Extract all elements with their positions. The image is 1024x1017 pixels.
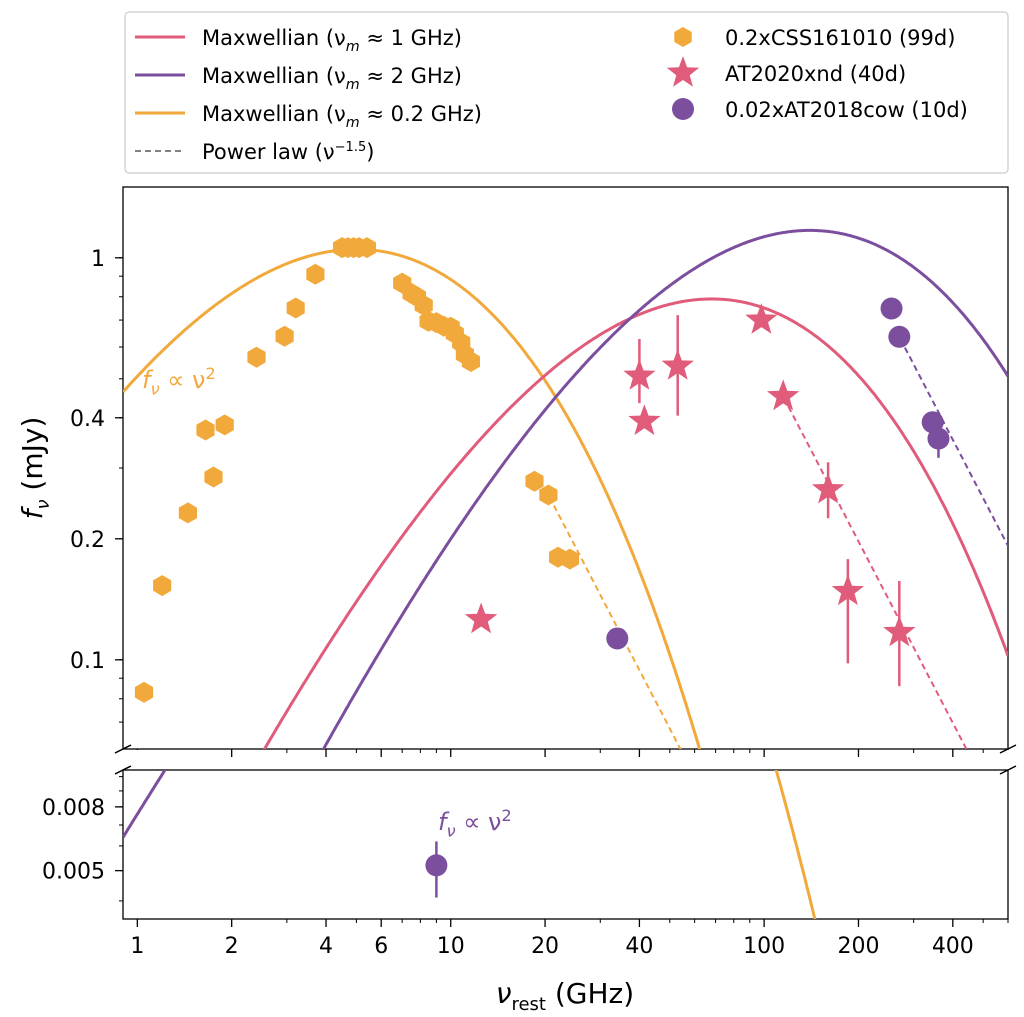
data-point-hexagon — [178, 502, 197, 524]
curve-pl_purple — [899, 338, 1008, 547]
y-tick-label: 0.1 — [70, 649, 105, 674]
curve-maxwell_02-lower — [774, 770, 817, 919]
axis-break-marks — [110, 744, 1024, 775]
curve-maxwell_2-lower — [123, 770, 167, 839]
data-point-circle — [425, 854, 448, 877]
y-tick-label: 0.005 — [42, 860, 105, 885]
data-point-hexagon — [539, 484, 558, 506]
data-point-hexagon — [204, 466, 223, 488]
legend-label: AT2020xnd (40d) — [725, 62, 906, 86]
series-at2018cow_top — [606, 297, 950, 650]
data-point-star — [811, 472, 845, 504]
data-point-hexagon — [306, 263, 325, 285]
y-axis-label: fν (mJy) — [16, 417, 54, 520]
legend-marker-circle — [672, 98, 694, 120]
series-at2020xnd — [464, 303, 916, 687]
axis-break-mark — [114, 765, 132, 775]
x-tick-label: 10 — [437, 934, 465, 959]
data-point-hexagon — [560, 548, 579, 570]
data-point-circle — [888, 325, 911, 348]
data-point-hexagon — [247, 346, 266, 368]
legend-item-maxwell_1: Maxwellian (νm ≈ 1 GHz) — [135, 26, 462, 55]
x-tick-label: 100 — [743, 934, 785, 959]
legend-label: Maxwellian (νm ≈ 0.2 GHz) — [202, 102, 482, 131]
axis-break-mark — [999, 744, 1017, 754]
data-point-hexagon — [525, 470, 544, 492]
top-panel: 1 0.4 0.2 0.1 — [70, 186, 1009, 757]
svg-text:νrest (GHz): νrest (GHz) — [496, 977, 634, 1015]
curve-maxwell_1-lower — [123, 730, 1008, 736]
x-tick-label: 4 — [319, 934, 333, 959]
legend-item-at2020xnd: AT2020xnd (40d) — [666, 56, 906, 87]
data-point-hexagon — [357, 237, 376, 259]
data-point-circle — [880, 297, 903, 320]
legend-item-power_law: Power law (ν−1.5) — [135, 140, 374, 164]
svg-text:fν (mJy): fν (mJy) — [16, 417, 54, 520]
legend-label: Power law (ν−1.5) — [202, 140, 374, 164]
data-point-hexagon — [461, 351, 480, 372]
x-tick-label: 20 — [531, 934, 559, 959]
legend-label: 0.2xCSS161010 (99d) — [725, 26, 955, 50]
data-point-hexagon — [215, 414, 234, 436]
x-tick-label: 6 — [374, 934, 388, 959]
legend-label: Maxwellian (νm ≈ 2 GHz) — [202, 64, 462, 93]
annotation-slope-purple: fν ∝ ν2 — [438, 806, 512, 841]
legend-label: 0.02xAT2018cow (10d) — [725, 98, 968, 122]
data-point-star — [628, 404, 661, 436]
data-point-hexagon — [134, 681, 154, 703]
data-point-hexagon — [414, 294, 433, 316]
legend-frame — [124, 11, 1009, 174]
data-point-hexagon — [286, 297, 305, 319]
legend-item-css: 0.2xCSS161010 (99d) — [674, 26, 955, 50]
curve-maxwell_1 — [262, 297, 1008, 749]
curve-pl_pink — [782, 397, 968, 749]
data-point-star — [464, 602, 498, 634]
y-tick-label: 0.2 — [70, 528, 105, 553]
legend-item-maxwell_2: Maxwellian (νm ≈ 2 GHz) — [135, 64, 462, 93]
data-point-star — [831, 574, 864, 606]
axis-break-mark — [999, 765, 1017, 775]
data-point-star — [745, 303, 778, 334]
legend-marker-star — [666, 56, 700, 87]
x-tick-label: 40 — [625, 934, 653, 959]
data-point-hexagon — [153, 575, 172, 597]
series-css — [134, 237, 579, 703]
curve-maxwell_02 — [123, 247, 702, 749]
data-point-hexagon — [196, 419, 215, 441]
x-tick-label: 2 — [225, 934, 239, 959]
top-panel-frame — [122, 186, 1009, 750]
curve-maxwell_2 — [321, 228, 1008, 749]
data-point-star — [883, 615, 916, 647]
series-at2018cow_bottom — [425, 841, 448, 898]
legend: Maxwellian (νm ≈ 1 GHz) Maxwellian (νm ≈ … — [124, 11, 1009, 174]
x-tick-label: 400 — [932, 934, 974, 959]
data-point-star — [661, 349, 694, 380]
data-point-hexagon — [275, 325, 294, 347]
y-tick-label: 1 — [91, 247, 105, 272]
legend-label: Maxwellian (νm ≈ 1 GHz) — [202, 26, 462, 55]
x-axis-label: νrest (GHz) — [496, 977, 634, 1015]
data-point-star — [767, 379, 800, 411]
data-point-circle — [606, 627, 629, 650]
bottom-panel-frame — [122, 769, 1009, 920]
x-tick-label: 200 — [837, 934, 879, 959]
legend-item-maxwell_02: Maxwellian (νm ≈ 0.2 GHz) — [135, 102, 482, 131]
data-point-star — [623, 359, 656, 390]
y-tick-label: 0.4 — [70, 407, 105, 432]
annotation-slope-orange: fν ∝ ν2 — [142, 364, 216, 399]
axis-break-mark — [114, 744, 132, 754]
bottom-panel: 0.008 0.005 1 2 4 6 10 20 40 100 200 400 — [42, 730, 1009, 959]
x-tick-label: 1 — [130, 934, 144, 959]
data-point-circle — [927, 427, 950, 450]
legend-marker-hexagon — [674, 27, 692, 47]
y-tick-label: 0.008 — [42, 796, 105, 821]
legend-item-at2018cow: 0.02xAT2018cow (10d) — [672, 98, 968, 122]
